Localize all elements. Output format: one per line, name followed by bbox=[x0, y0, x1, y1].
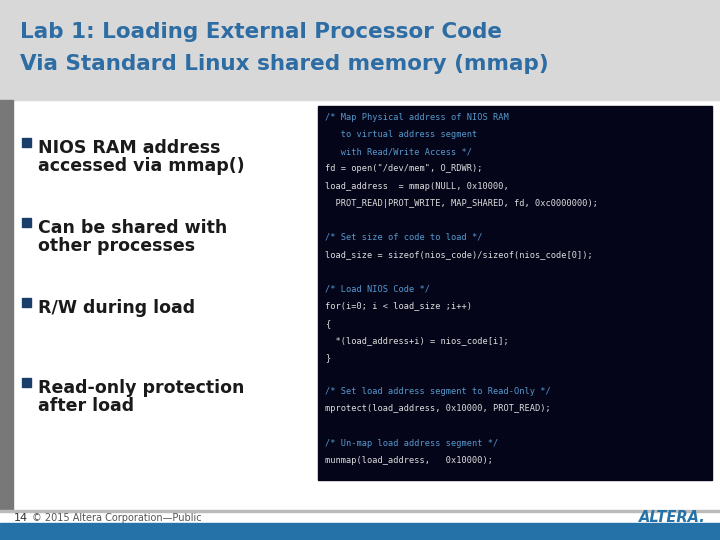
Text: © 2015 Altera Corporation—Public: © 2015 Altera Corporation—Public bbox=[32, 513, 202, 523]
Text: Can be shared with: Can be shared with bbox=[38, 219, 228, 237]
Bar bbox=[22, 298, 31, 307]
Text: /* Map Physical address of NIOS RAM: /* Map Physical address of NIOS RAM bbox=[325, 113, 509, 122]
Text: munmap(load_address,   0x10000);: munmap(load_address, 0x10000); bbox=[325, 456, 493, 465]
Text: PROT_READ|PROT_WRITE, MAP_SHARED, fd, 0xc0000000);: PROT_READ|PROT_WRITE, MAP_SHARED, fd, 0x… bbox=[325, 199, 598, 208]
Text: after load: after load bbox=[38, 397, 134, 415]
Bar bbox=[22, 138, 31, 147]
Text: *(load_address+i) = nios_code[i];: *(load_address+i) = nios_code[i]; bbox=[325, 336, 509, 345]
Text: accessed via mmap(): accessed via mmap() bbox=[38, 157, 245, 175]
Bar bbox=[22, 218, 31, 227]
Text: {: { bbox=[325, 319, 330, 328]
Text: R/W during load: R/W during load bbox=[38, 299, 195, 317]
Text: /* Set load address segment to Read-Only */: /* Set load address segment to Read-Only… bbox=[325, 387, 551, 396]
Text: with Read/Write Access */: with Read/Write Access */ bbox=[325, 147, 472, 156]
Text: load_size = sizeof(nios_code)/sizeof(nios_code[0]);: load_size = sizeof(nios_code)/sizeof(nio… bbox=[325, 250, 593, 259]
Bar bbox=[22, 378, 31, 387]
Text: Read-only protection: Read-only protection bbox=[38, 379, 244, 397]
Bar bbox=[0, 510, 720, 512]
Text: Lab 1: Loading External Processor Code: Lab 1: Loading External Processor Code bbox=[20, 22, 502, 42]
Bar bbox=[0, 100, 13, 510]
Bar bbox=[0, 0, 720, 12]
Text: other processes: other processes bbox=[38, 237, 195, 255]
Text: for(i=0; i < load_size ;i++): for(i=0; i < load_size ;i++) bbox=[325, 301, 472, 310]
Text: /* Set size of code to load */: /* Set size of code to load */ bbox=[325, 233, 482, 242]
Bar bbox=[0, 0, 720, 100]
Text: mprotect(load_address, 0x10000, PROT_READ);: mprotect(load_address, 0x10000, PROT_REA… bbox=[325, 404, 551, 414]
Text: NIOS RAM address: NIOS RAM address bbox=[38, 139, 220, 157]
Bar bbox=[318, 106, 712, 480]
Bar bbox=[0, 523, 720, 540]
Text: 14: 14 bbox=[14, 513, 28, 523]
Text: }: } bbox=[325, 353, 330, 362]
Text: fd = open("/dev/mem", O_RDWR);: fd = open("/dev/mem", O_RDWR); bbox=[325, 164, 482, 173]
Text: ALTERA.: ALTERA. bbox=[639, 510, 706, 525]
Text: load_address  = mmap(NULL, 0x10000,: load_address = mmap(NULL, 0x10000, bbox=[325, 181, 509, 191]
Text: Via Standard Linux shared memory (mmap): Via Standard Linux shared memory (mmap) bbox=[20, 54, 549, 74]
Text: to virtual address segment: to virtual address segment bbox=[325, 130, 477, 139]
Text: /* Load NIOS Code */: /* Load NIOS Code */ bbox=[325, 285, 430, 293]
Text: /* Un-map load address segment */: /* Un-map load address segment */ bbox=[325, 438, 498, 448]
